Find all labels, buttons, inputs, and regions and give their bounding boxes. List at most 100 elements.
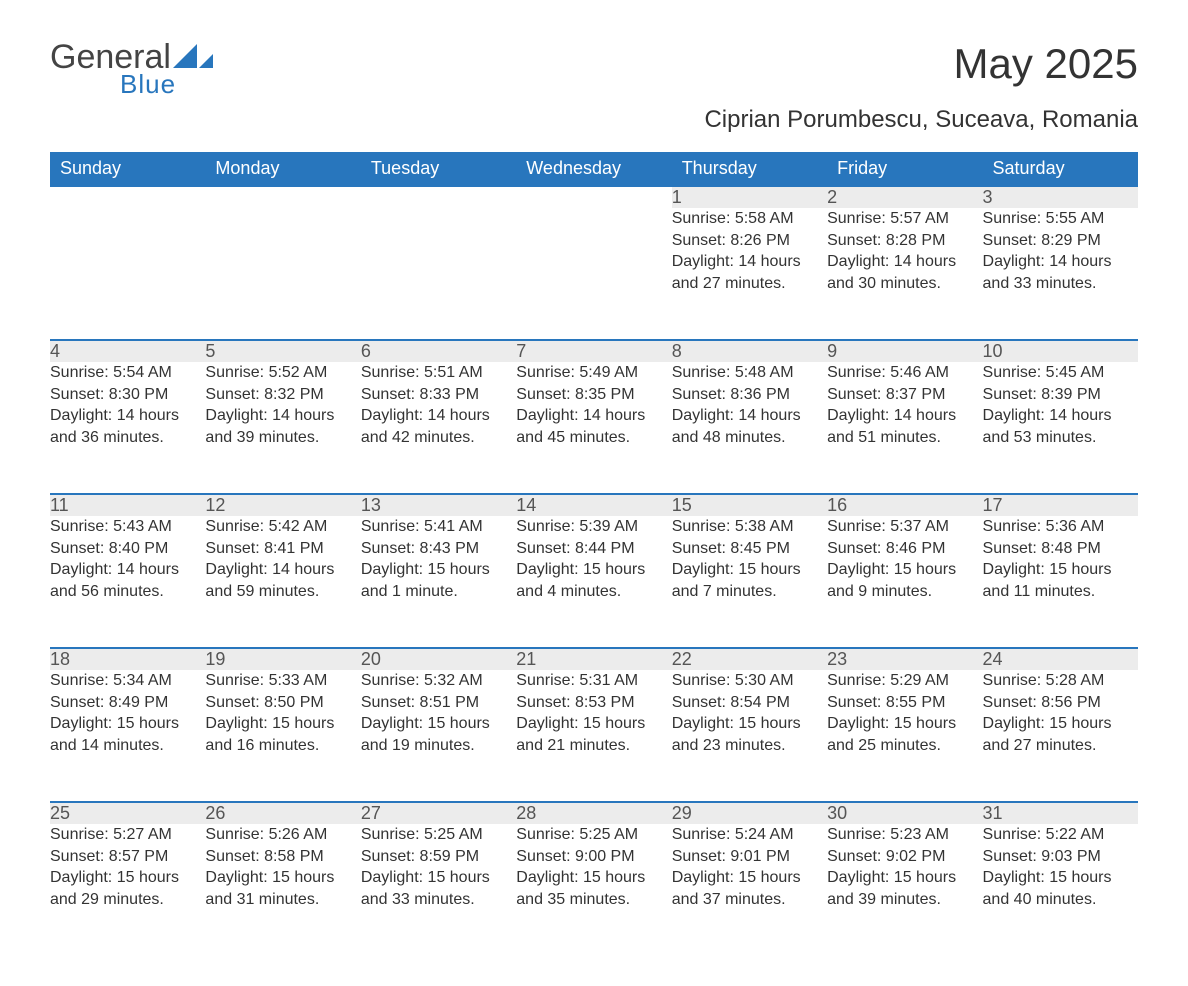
sunset-line: Sunset: 8:57 PM: [50, 846, 205, 868]
daylight-line: Daylight: 14 hours and 30 minutes.: [827, 251, 982, 294]
weekday-header: Tuesday: [361, 152, 516, 186]
day-number: 21: [516, 648, 671, 670]
week-daynum-row: 123: [50, 186, 1138, 208]
day-cell: Sunrise: 5:30 AMSunset: 8:54 PMDaylight:…: [672, 670, 827, 802]
daylight-line: Daylight: 15 hours and 31 minutes.: [205, 867, 360, 910]
day-cell: Sunrise: 5:22 AMSunset: 9:03 PMDaylight:…: [983, 824, 1138, 956]
day-cell: Sunrise: 5:39 AMSunset: 8:44 PMDaylight:…: [516, 516, 671, 648]
day-number: 27: [361, 802, 516, 824]
sunset-line: Sunset: 8:37 PM: [827, 384, 982, 406]
sunrise-line: Sunrise: 5:51 AM: [361, 362, 516, 384]
sunrise-line: Sunrise: 5:30 AM: [672, 670, 827, 692]
day-cell: Sunrise: 5:26 AMSunset: 8:58 PMDaylight:…: [205, 824, 360, 956]
sunrise-line: Sunrise: 5:52 AM: [205, 362, 360, 384]
day-cell: Sunrise: 5:27 AMSunset: 8:57 PMDaylight:…: [50, 824, 205, 956]
sunset-line: Sunset: 8:41 PM: [205, 538, 360, 560]
sunset-line: Sunset: 8:50 PM: [205, 692, 360, 714]
weekday-header: Wednesday: [516, 152, 671, 186]
daylight-line: Daylight: 15 hours and 4 minutes.: [516, 559, 671, 602]
day-number: 6: [361, 340, 516, 362]
daylight-line: Daylight: 14 hours and 56 minutes.: [50, 559, 205, 602]
day-cell: Sunrise: 5:41 AMSunset: 8:43 PMDaylight:…: [361, 516, 516, 648]
day-cell: Sunrise: 5:52 AMSunset: 8:32 PMDaylight:…: [205, 362, 360, 494]
day-number: 20: [361, 648, 516, 670]
daylight-line: Daylight: 15 hours and 25 minutes.: [827, 713, 982, 756]
daylight-line: Daylight: 15 hours and 37 minutes.: [672, 867, 827, 910]
sunset-line: Sunset: 8:45 PM: [672, 538, 827, 560]
sunset-line: Sunset: 8:59 PM: [361, 846, 516, 868]
sunrise-line: Sunrise: 5:45 AM: [983, 362, 1138, 384]
day-cell: Sunrise: 5:34 AMSunset: 8:49 PMDaylight:…: [50, 670, 205, 802]
daylight-line: Daylight: 15 hours and 40 minutes.: [983, 867, 1138, 910]
sunrise-line: Sunrise: 5:22 AM: [983, 824, 1138, 846]
sunrise-line: Sunrise: 5:25 AM: [361, 824, 516, 846]
daylight-line: Daylight: 15 hours and 29 minutes.: [50, 867, 205, 910]
daylight-line: Daylight: 15 hours and 39 minutes.: [827, 867, 982, 910]
sunset-line: Sunset: 8:58 PM: [205, 846, 360, 868]
week-daynum-row: 45678910: [50, 340, 1138, 362]
day-number: 23: [827, 648, 982, 670]
weekday-header: Monday: [205, 152, 360, 186]
day-cell: Sunrise: 5:48 AMSunset: 8:36 PMDaylight:…: [672, 362, 827, 494]
sunrise-line: Sunrise: 5:54 AM: [50, 362, 205, 384]
daylight-line: Daylight: 14 hours and 59 minutes.: [205, 559, 360, 602]
sunrise-line: Sunrise: 5:29 AM: [827, 670, 982, 692]
day-number: 10: [983, 340, 1138, 362]
logo-triangle-icon: [173, 44, 213, 75]
sunset-line: Sunset: 8:43 PM: [361, 538, 516, 560]
week-body-row: Sunrise: 5:34 AMSunset: 8:49 PMDaylight:…: [50, 670, 1138, 802]
day-number: 25: [50, 802, 205, 824]
day-cell: Sunrise: 5:25 AMSunset: 9:00 PMDaylight:…: [516, 824, 671, 956]
day-cell: Sunrise: 5:42 AMSunset: 8:41 PMDaylight:…: [205, 516, 360, 648]
day-number: 14: [516, 494, 671, 516]
sunset-line: Sunset: 8:46 PM: [827, 538, 982, 560]
day-cell: Sunrise: 5:25 AMSunset: 8:59 PMDaylight:…: [361, 824, 516, 956]
day-number: 4: [50, 340, 205, 362]
day-number: 16: [827, 494, 982, 516]
sunset-line: Sunset: 8:56 PM: [983, 692, 1138, 714]
day-cell: Sunrise: 5:23 AMSunset: 9:02 PMDaylight:…: [827, 824, 982, 956]
day-cell: Sunrise: 5:55 AMSunset: 8:29 PMDaylight:…: [983, 208, 1138, 340]
sunrise-line: Sunrise: 5:23 AM: [827, 824, 982, 846]
daylight-line: Daylight: 15 hours and 1 minute.: [361, 559, 516, 602]
day-cell: Sunrise: 5:28 AMSunset: 8:56 PMDaylight:…: [983, 670, 1138, 802]
sunset-line: Sunset: 9:00 PM: [516, 846, 671, 868]
week-daynum-row: 11121314151617: [50, 494, 1138, 516]
sunset-line: Sunset: 8:26 PM: [672, 230, 827, 252]
sunrise-line: Sunrise: 5:33 AM: [205, 670, 360, 692]
day-cell: Sunrise: 5:57 AMSunset: 8:28 PMDaylight:…: [827, 208, 982, 340]
daylight-line: Daylight: 14 hours and 42 minutes.: [361, 405, 516, 448]
daylight-line: Daylight: 15 hours and 16 minutes.: [205, 713, 360, 756]
daylight-line: Daylight: 15 hours and 35 minutes.: [516, 867, 671, 910]
sunrise-line: Sunrise: 5:39 AM: [516, 516, 671, 538]
sunrise-line: Sunrise: 5:34 AM: [50, 670, 205, 692]
day-cell: Sunrise: 5:33 AMSunset: 8:50 PMDaylight:…: [205, 670, 360, 802]
daylight-line: Daylight: 14 hours and 33 minutes.: [983, 251, 1138, 294]
weekday-header: Friday: [827, 152, 982, 186]
sunset-line: Sunset: 8:29 PM: [983, 230, 1138, 252]
day-cell: Sunrise: 5:51 AMSunset: 8:33 PMDaylight:…: [361, 362, 516, 494]
day-number: 1: [672, 186, 827, 208]
day-cell: Sunrise: 5:49 AMSunset: 8:35 PMDaylight:…: [516, 362, 671, 494]
sunset-line: Sunset: 9:02 PM: [827, 846, 982, 868]
sunrise-line: Sunrise: 5:24 AM: [672, 824, 827, 846]
day-cell: Sunrise: 5:46 AMSunset: 8:37 PMDaylight:…: [827, 362, 982, 494]
location-subtitle: Ciprian Porumbescu, Suceava, Romania: [50, 106, 1138, 134]
daylight-line: Daylight: 15 hours and 9 minutes.: [827, 559, 982, 602]
sunset-line: Sunset: 8:44 PM: [516, 538, 671, 560]
day-cell: Sunrise: 5:32 AMSunset: 8:51 PMDaylight:…: [361, 670, 516, 802]
sunset-line: Sunset: 8:30 PM: [50, 384, 205, 406]
daylight-line: Daylight: 15 hours and 11 minutes.: [983, 559, 1138, 602]
day-cell: Sunrise: 5:29 AMSunset: 8:55 PMDaylight:…: [827, 670, 982, 802]
week-body-row: Sunrise: 5:43 AMSunset: 8:40 PMDaylight:…: [50, 516, 1138, 648]
sunset-line: Sunset: 8:33 PM: [361, 384, 516, 406]
sunrise-line: Sunrise: 5:38 AM: [672, 516, 827, 538]
daylight-line: Daylight: 14 hours and 36 minutes.: [50, 405, 205, 448]
day-number: 22: [672, 648, 827, 670]
sunrise-line: Sunrise: 5:32 AM: [361, 670, 516, 692]
sunset-line: Sunset: 8:48 PM: [983, 538, 1138, 560]
sunrise-line: Sunrise: 5:28 AM: [983, 670, 1138, 692]
day-cell: Sunrise: 5:31 AMSunset: 8:53 PMDaylight:…: [516, 670, 671, 802]
day-number: 3: [983, 186, 1138, 208]
daylight-line: Daylight: 15 hours and 33 minutes.: [361, 867, 516, 910]
